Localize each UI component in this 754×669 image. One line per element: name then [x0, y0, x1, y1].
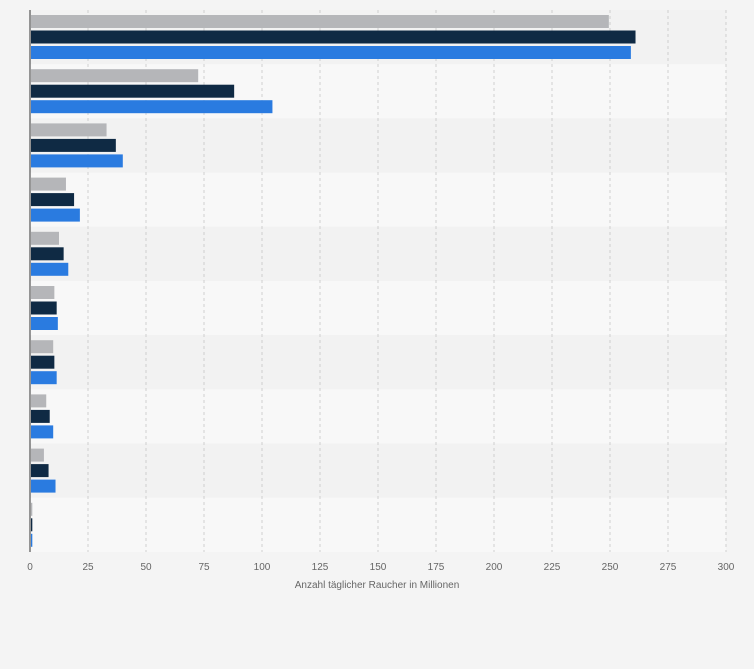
- x-tick-label: 300: [718, 562, 735, 573]
- bars: [31, 15, 636, 547]
- category-band: [30, 389, 726, 444]
- x-tick-label: 225: [544, 562, 561, 573]
- bar: [31, 371, 57, 385]
- x-tick-label: 100: [254, 562, 271, 573]
- bar: [31, 30, 636, 44]
- category-band: [30, 443, 726, 498]
- x-axis-title: Anzahl täglicher Raucher in Millionen: [295, 580, 460, 591]
- bar: [31, 518, 33, 532]
- x-tick-label: 25: [82, 562, 94, 573]
- bar: [31, 464, 49, 478]
- bar: [31, 502, 33, 516]
- bar: [31, 138, 116, 152]
- bar: [31, 69, 199, 83]
- bar: [31, 409, 50, 423]
- x-tick-label: 75: [198, 562, 210, 573]
- bar: [31, 301, 57, 315]
- bar: [31, 394, 47, 408]
- category-band: [30, 172, 726, 227]
- bar: [31, 231, 59, 245]
- bar: [31, 479, 56, 493]
- category-band: [30, 335, 726, 390]
- bar: [31, 177, 66, 191]
- x-tick-labels: 0 25 50 75 100 125 150 175 200 225 250 275 300: [27, 562, 735, 573]
- bar: [31, 247, 64, 261]
- x-tick-label: 0: [27, 562, 33, 573]
- x-tick-label: 250: [602, 562, 619, 573]
- bar: [31, 84, 235, 98]
- category-band: [30, 281, 726, 336]
- bar: [31, 317, 58, 330]
- bar: [31, 425, 54, 439]
- x-tick-label: 50: [140, 562, 152, 573]
- bar: [31, 208, 80, 222]
- bar: [31, 123, 107, 137]
- x-tick-label: 175: [428, 562, 445, 573]
- x-tick-label: 150: [370, 562, 387, 573]
- x-tick-label: 275: [660, 562, 677, 573]
- category-band: [30, 226, 726, 281]
- bar: [31, 154, 123, 168]
- x-tick-label: 125: [312, 562, 329, 573]
- bar: [31, 355, 55, 369]
- category-band: [30, 118, 726, 173]
- bar: [31, 15, 609, 28]
- bar: [31, 100, 273, 114]
- bar: [31, 286, 55, 299]
- category-bands: [30, 10, 726, 552]
- bar: [31, 262, 69, 276]
- x-tick-label: 200: [486, 562, 503, 573]
- bar: [31, 46, 631, 59]
- bar: [31, 193, 75, 207]
- bar: [31, 533, 33, 547]
- category-band: [30, 497, 726, 552]
- bar: [31, 448, 44, 462]
- bar: [31, 340, 54, 354]
